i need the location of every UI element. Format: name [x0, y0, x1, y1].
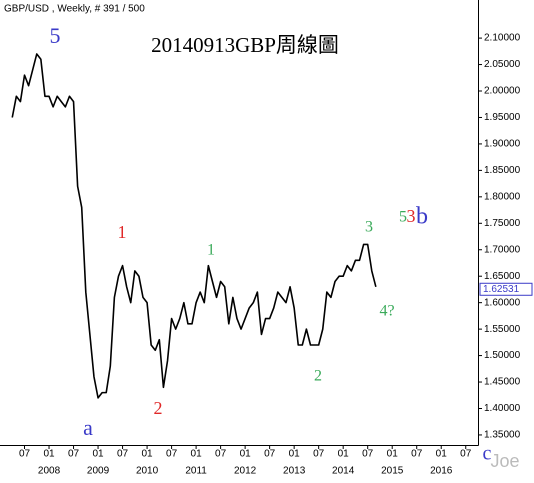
wave-label: 2 — [154, 398, 163, 418]
y-tick-label: 1.50000 — [484, 350, 521, 361]
x-tick-label: 01 — [387, 449, 399, 460]
watermark: Joe — [490, 451, 519, 471]
last-value-box — [479, 282, 533, 296]
y-tick-label: 2.00000 — [484, 86, 521, 97]
year-label: 2015 — [381, 466, 404, 477]
x-tick-label: 07 — [264, 449, 276, 460]
wave-label: c — [483, 443, 492, 465]
x-tick-label: 01 — [43, 449, 55, 460]
y-tick-label: 1.60000 — [484, 297, 521, 308]
wave-label: 1 — [118, 222, 127, 242]
wave-label: 5 — [399, 209, 407, 226]
year-label: 2014 — [332, 466, 355, 477]
last-value-label: 1.62531 — [483, 284, 520, 295]
x-tick-label: 01 — [92, 449, 104, 460]
year-label: 2012 — [234, 466, 257, 477]
wave-label: 4? — [379, 303, 394, 320]
year-label: 2016 — [430, 466, 453, 477]
x-tick-label: 07 — [460, 449, 472, 460]
y-tick-label: 1.75000 — [484, 218, 521, 229]
x-tick-label: 07 — [68, 449, 80, 460]
wave-label: 3 — [365, 219, 373, 236]
wave-label: a — [83, 415, 93, 440]
x-tick-label: 01 — [436, 449, 448, 460]
x-tick-label: 01 — [289, 449, 301, 460]
year-label: 2010 — [136, 466, 159, 477]
year-label: 2009 — [87, 466, 110, 477]
wave-label: b — [416, 204, 428, 230]
y-tick-label: 1.45000 — [484, 377, 521, 388]
x-tick-label: 07 — [166, 449, 178, 460]
wave-label: 3 — [407, 206, 416, 226]
x-tick-label: 07 — [313, 449, 325, 460]
y-tick-label: 1.90000 — [484, 139, 521, 150]
year-label: 2008 — [38, 466, 61, 477]
y-tick-label: 2.05000 — [484, 59, 521, 70]
y-tick-label: 1.95000 — [484, 112, 521, 123]
chart-header: GBP/USD , Weekly, # 391 / 500 — [4, 4, 145, 15]
y-tick-label: 1.65000 — [484, 271, 521, 282]
chart-title: 20140913GBP周線圖 — [151, 33, 339, 57]
x-tick-label: 01 — [191, 449, 203, 460]
y-tick-label: 1.35000 — [484, 430, 521, 441]
wave-label: 5 — [50, 23, 61, 48]
price-line — [11, 53, 377, 399]
x-tick-label: 07 — [215, 449, 227, 460]
wave-label: 1 — [207, 242, 215, 259]
year-label: 2011 — [185, 466, 207, 477]
y-tick-label: 1.40000 — [484, 403, 521, 414]
x-tick-label: 07 — [19, 449, 31, 460]
wave-label: 2 — [314, 368, 322, 385]
y-tick-label: 1.70000 — [484, 244, 521, 255]
x-tick-label: 01 — [338, 449, 350, 460]
x-tick-label: 07 — [117, 449, 129, 460]
y-tick-label: 1.80000 — [484, 191, 521, 202]
year-label: 2013 — [283, 466, 306, 477]
x-tick-label: 01 — [240, 449, 252, 460]
x-tick-label: 07 — [362, 449, 374, 460]
y-tick-label: 1.55000 — [484, 324, 521, 335]
x-tick-label: 01 — [142, 449, 154, 460]
y-tick-label: 2.10000 — [484, 33, 521, 44]
y-tick-label: 1.85000 — [484, 165, 521, 176]
x-tick-label: 07 — [411, 449, 423, 460]
